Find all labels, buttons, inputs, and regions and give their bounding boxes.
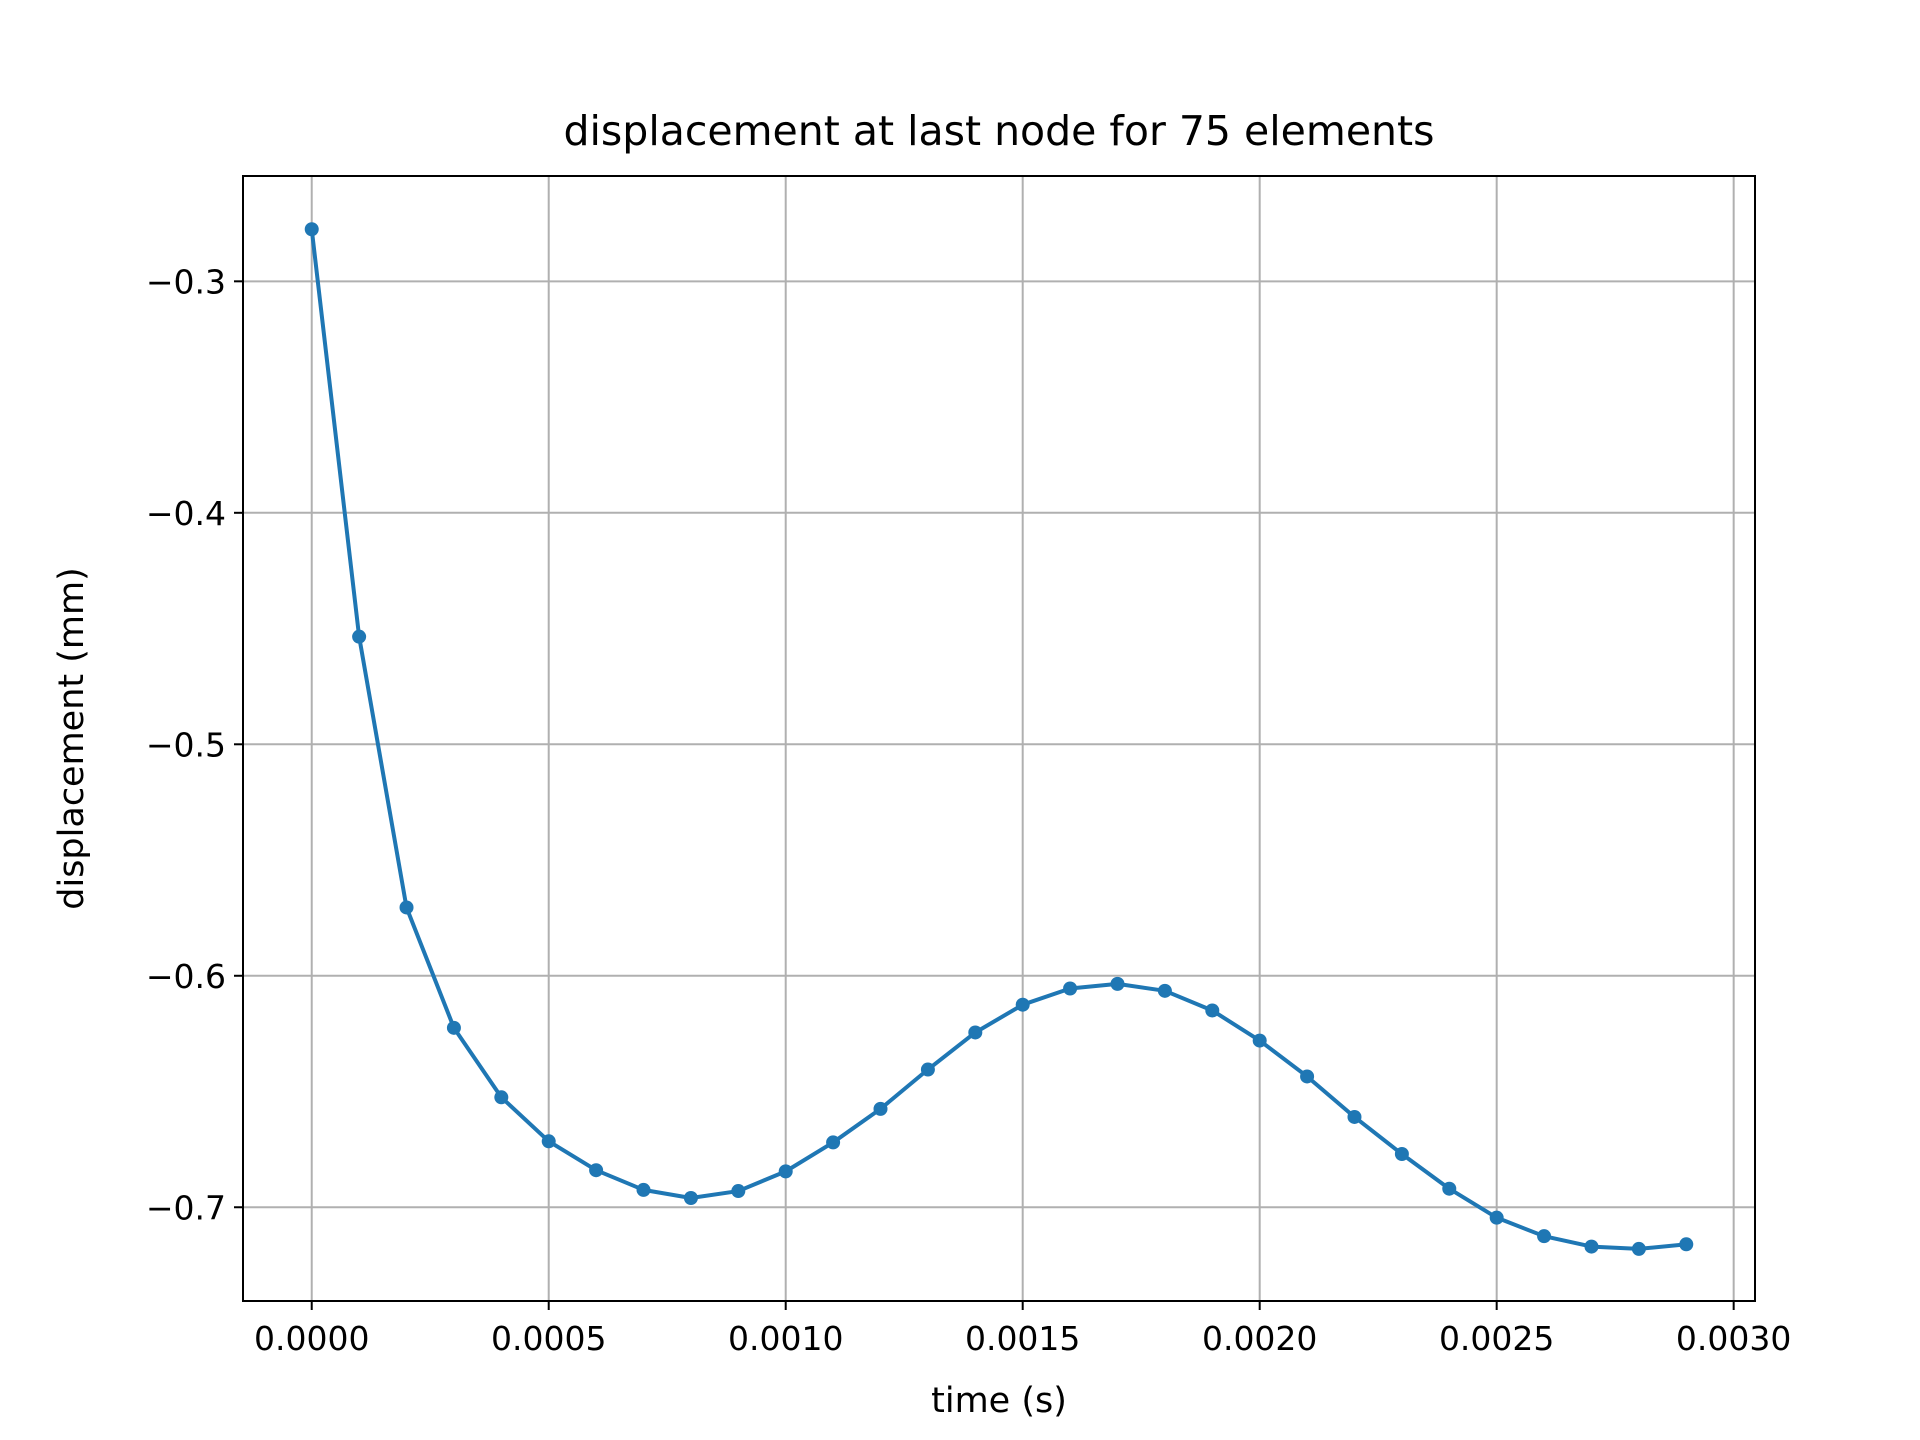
y-tick-label: −0.3: [146, 262, 226, 301]
y-tick-label: −0.6: [146, 957, 226, 996]
data-point: [446, 1020, 461, 1035]
data-point: [636, 1182, 651, 1197]
x-tick-label: 0.0010: [728, 1319, 843, 1358]
data-point: [778, 1164, 793, 1179]
data-point: [1584, 1239, 1599, 1254]
grid-lines: [243, 176, 1755, 1301]
data-point: [1489, 1210, 1504, 1225]
data-point: [1300, 1069, 1315, 1084]
data-point: [399, 900, 414, 915]
data-point: [494, 1090, 509, 1105]
data-point: [683, 1190, 698, 1205]
data-point: [1015, 997, 1030, 1012]
x-tick-label: 0.0030: [1676, 1319, 1791, 1358]
data-point: [1631, 1241, 1646, 1256]
x-axis-ticks: 0.0000 0.0005 0.0010 0.0015 0.0020 0.0025 0.00…: [254, 1301, 1791, 1358]
data-point: [1157, 983, 1172, 998]
x-tick-label: 0.0015: [965, 1319, 1080, 1358]
y-tick-label: −0.5: [146, 725, 226, 764]
y-axis-title: displacement (mm): [52, 567, 92, 910]
data-point: [826, 1135, 841, 1150]
y-tick-label: −0.4: [146, 494, 226, 533]
data-point: [1442, 1181, 1457, 1196]
x-tick-label: 0.0020: [1202, 1319, 1317, 1358]
chart-title: displacement at last node for 75 element…: [564, 107, 1435, 155]
data-point: [1110, 976, 1125, 991]
data-point: [1679, 1237, 1694, 1252]
x-tick-label: 0.0025: [1439, 1319, 1554, 1358]
series-layer: [304, 222, 1694, 1256]
data-point: [1063, 981, 1078, 996]
x-tick-label: 0.0000: [254, 1319, 369, 1358]
data-point: [1394, 1147, 1409, 1162]
y-axis-ticks: −0.7 −0.6 −0.5 −0.4 −0.3: [146, 262, 243, 1227]
y-tick-label: −0.7: [146, 1188, 226, 1227]
data-point: [1252, 1033, 1267, 1048]
data-point: [920, 1062, 935, 1077]
data-point: [968, 1025, 983, 1040]
data-point: [731, 1184, 746, 1199]
plot-area-frame: [242, 175, 1756, 1302]
data-point: [1537, 1229, 1552, 1244]
series-line: [309, 227, 1689, 1251]
data-point: [541, 1134, 556, 1149]
data-point: [589, 1163, 604, 1178]
data-point: [304, 222, 319, 237]
x-tick-label: 0.0005: [491, 1319, 606, 1358]
data-point: [873, 1101, 888, 1116]
x-axis-title: time (s): [931, 1381, 1067, 1421]
data-point: [1205, 1003, 1220, 1018]
data-point: [1347, 1109, 1362, 1124]
data-point: [352, 629, 367, 644]
